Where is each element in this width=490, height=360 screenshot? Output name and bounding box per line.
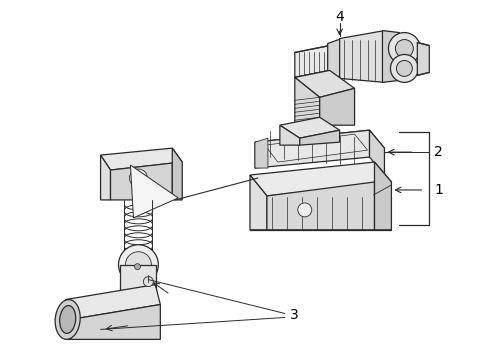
Polygon shape — [374, 162, 392, 230]
Text: 3: 3 — [290, 309, 298, 323]
Ellipse shape — [60, 306, 76, 333]
Polygon shape — [295, 71, 355, 97]
Polygon shape — [417, 42, 429, 75]
Polygon shape — [300, 130, 340, 145]
Polygon shape — [265, 134, 368, 162]
Circle shape — [389, 32, 420, 64]
Polygon shape — [383, 31, 399, 82]
Polygon shape — [66, 300, 71, 339]
Polygon shape — [111, 163, 172, 200]
Polygon shape — [328, 39, 342, 80]
Polygon shape — [250, 175, 267, 230]
Polygon shape — [172, 148, 182, 200]
Circle shape — [395, 40, 414, 58]
Circle shape — [144, 276, 153, 287]
Polygon shape — [100, 148, 182, 170]
Circle shape — [125, 252, 151, 278]
Polygon shape — [340, 31, 385, 82]
Polygon shape — [295, 77, 319, 125]
Polygon shape — [295, 45, 330, 77]
Circle shape — [391, 54, 418, 82]
Circle shape — [119, 245, 158, 285]
Polygon shape — [71, 305, 160, 339]
Text: 2: 2 — [434, 145, 443, 159]
Polygon shape — [130, 165, 178, 218]
Circle shape — [396, 60, 413, 76]
Polygon shape — [121, 265, 156, 289]
Ellipse shape — [55, 300, 80, 339]
Polygon shape — [100, 155, 111, 200]
Polygon shape — [66, 285, 160, 319]
Polygon shape — [255, 130, 369, 168]
Circle shape — [298, 203, 312, 217]
Polygon shape — [267, 182, 374, 230]
Polygon shape — [369, 130, 385, 175]
Polygon shape — [255, 138, 268, 168]
Polygon shape — [250, 162, 392, 196]
Circle shape — [129, 169, 147, 187]
Text: 1: 1 — [434, 183, 443, 197]
Polygon shape — [280, 117, 340, 138]
Polygon shape — [255, 130, 385, 162]
Circle shape — [134, 264, 141, 270]
Polygon shape — [280, 125, 300, 145]
Polygon shape — [319, 88, 355, 125]
Text: 4: 4 — [335, 10, 344, 24]
